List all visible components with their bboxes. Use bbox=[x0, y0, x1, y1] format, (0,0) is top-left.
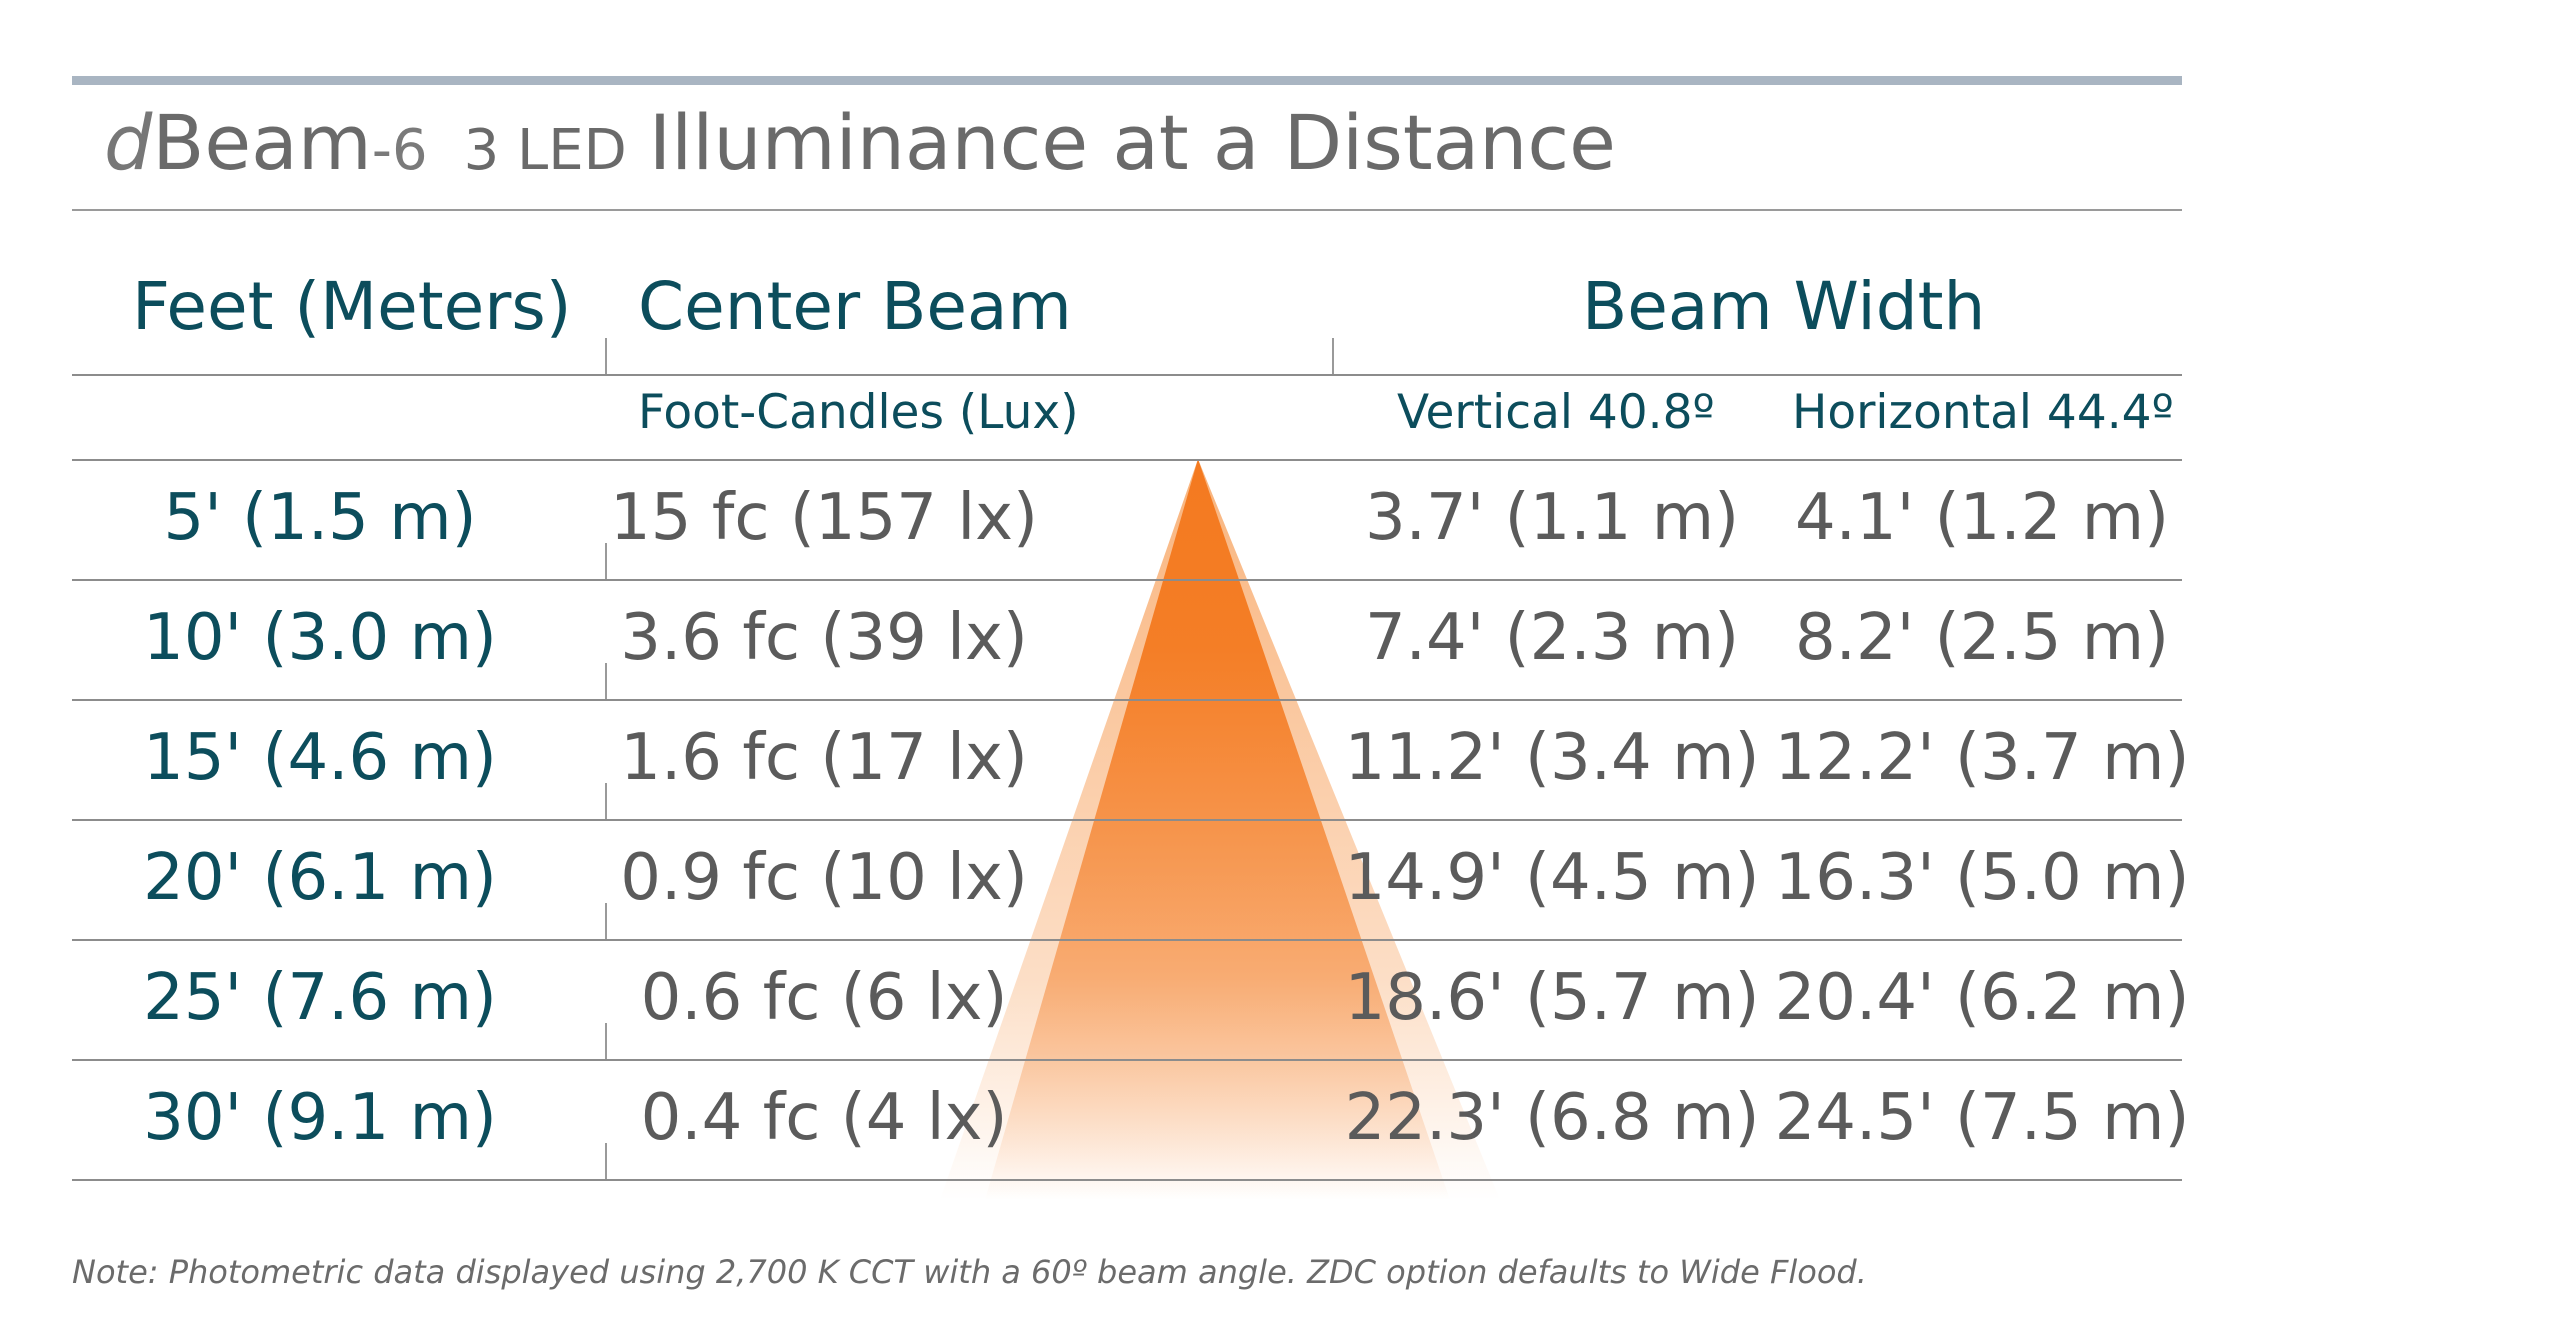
row-divider bbox=[605, 663, 607, 699]
header-divider bbox=[605, 338, 607, 374]
distance-cell: 20' (6.1 m) bbox=[143, 841, 497, 915]
title-model: -6 bbox=[371, 118, 428, 183]
distance-cell: 30' (9.1 m) bbox=[143, 1081, 497, 1155]
vertical-width-cell: 3.7' (1.1 m) bbox=[1364, 481, 1740, 555]
row-divider bbox=[605, 903, 607, 939]
title-prefix: d bbox=[104, 98, 153, 187]
vertical-width-cell: 22.3' (6.8 m) bbox=[1344, 1081, 1760, 1155]
header-divider bbox=[1332, 338, 1334, 374]
vertical-width-cell: 14.9' (4.5 m) bbox=[1344, 841, 1760, 915]
row-rule bbox=[72, 939, 2182, 941]
title-rest: Illuminance at a Distance bbox=[648, 98, 1616, 187]
row-divider bbox=[605, 1143, 607, 1179]
vertical-width-cell: 11.2' (3.4 m) bbox=[1344, 721, 1760, 795]
subheader-horizontal: Horizontal 44.4º bbox=[1792, 385, 2174, 440]
center-beam-cell: 3.6 fc (39 lx) bbox=[620, 601, 1028, 675]
distance-cell: 25' (7.6 m) bbox=[143, 961, 497, 1035]
horizontal-width-cell: 4.1' (1.2 m) bbox=[1794, 481, 2170, 555]
header-beam-width: Beam Width bbox=[1582, 268, 1986, 345]
page-title: d Beam -6 3 LED Illuminance at a Distanc… bbox=[104, 98, 1616, 198]
horizontal-width-cell: 20.4' (6.2 m) bbox=[1774, 961, 2190, 1035]
row-divider bbox=[605, 543, 607, 579]
distance-cell: 15' (4.6 m) bbox=[143, 721, 497, 795]
horizontal-width-cell: 8.2' (2.5 m) bbox=[1794, 601, 2170, 675]
beam-cone-inner bbox=[985, 459, 1450, 1200]
center-beam-cell: 15 fc (157 lx) bbox=[610, 481, 1038, 555]
title-rule bbox=[72, 209, 2182, 211]
row-rule bbox=[72, 819, 2182, 821]
center-beam-cell: 0.9 fc (10 lx) bbox=[620, 841, 1028, 915]
row-divider bbox=[605, 783, 607, 819]
title-product: Beam bbox=[152, 98, 372, 187]
center-beam-cell: 0.4 fc (4 lx) bbox=[640, 1081, 1008, 1155]
row-rule bbox=[72, 1179, 2182, 1181]
vertical-width-cell: 7.4' (2.3 m) bbox=[1364, 601, 1740, 675]
horizontal-width-cell: 12.2' (3.7 m) bbox=[1774, 721, 2190, 795]
header-distance: Feet (Meters) bbox=[132, 268, 572, 345]
top-rule bbox=[72, 76, 2182, 85]
row-rule bbox=[72, 699, 2182, 701]
header-center-beam: Center Beam bbox=[638, 268, 1072, 345]
subheader-rule bbox=[72, 459, 2182, 461]
horizontal-width-cell: 24.5' (7.5 m) bbox=[1774, 1081, 2190, 1155]
subheader-vertical: Vertical 40.8º bbox=[1397, 385, 1715, 440]
center-beam-cell: 1.6 fc (17 lx) bbox=[620, 721, 1028, 795]
distance-cell: 10' (3.0 m) bbox=[143, 601, 497, 675]
subheader-foot-candles: Foot-Candles (Lux) bbox=[638, 385, 1079, 440]
horizontal-width-cell: 16.3' (5.0 m) bbox=[1774, 841, 2190, 915]
distance-cell: 5' (1.5 m) bbox=[163, 481, 477, 555]
row-divider bbox=[605, 1023, 607, 1059]
title-led: 3 LED bbox=[463, 118, 627, 183]
center-beam-cell: 0.6 fc (6 lx) bbox=[640, 961, 1008, 1035]
vertical-width-cell: 18.6' (5.7 m) bbox=[1344, 961, 1760, 1035]
footnote: Note: Photometric data displayed using 2… bbox=[72, 1253, 1867, 1291]
row-rule bbox=[72, 579, 2182, 581]
header-rule bbox=[72, 374, 2182, 376]
row-rule bbox=[72, 1059, 2182, 1061]
